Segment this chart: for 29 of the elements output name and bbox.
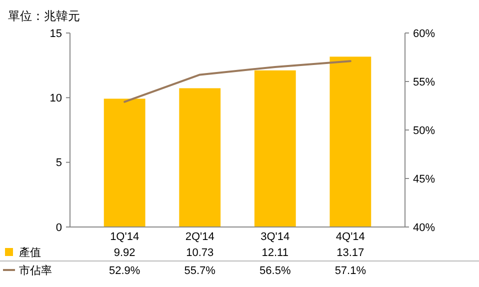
y2-tick-label: 40%: [413, 222, 436, 234]
y-tick-label: 5: [56, 157, 62, 170]
data-label: 12.11: [262, 246, 288, 259]
legend-label: 產值: [19, 246, 41, 259]
x-tick-label: 1Q'14: [110, 231, 140, 243]
chart-title: 單位：兆韓元: [8, 9, 80, 23]
bar: [254, 70, 296, 227]
y-tick-label: 0: [56, 222, 62, 234]
x-tick-label: 4Q'14: [336, 231, 365, 243]
y2-tick-label: 55%: [413, 76, 436, 88]
data-label: 9.92: [114, 246, 136, 259]
y2-tick-label: 60%: [413, 28, 436, 40]
data-label: 13.17: [336, 246, 364, 259]
data-label: 10.73: [186, 246, 214, 259]
data-label: 57.1%: [334, 264, 366, 277]
data-label: 56.5%: [260, 264, 291, 277]
y-tick-label: 10: [50, 92, 62, 105]
data-label: 55.7%: [184, 264, 216, 277]
legend-label: 市佔率: [19, 264, 52, 277]
y2-tick-label: 50%: [413, 124, 436, 137]
y-tick-label: 15: [50, 28, 62, 40]
bar: [179, 88, 221, 227]
x-tick-label: 3Q'14: [260, 231, 290, 243]
y2-tick-label: 45%: [413, 173, 436, 186]
bar: [330, 56, 372, 227]
bar: [104, 98, 146, 227]
line-series: [124, 60, 352, 103]
data-label: 52.9%: [108, 264, 140, 277]
x-tick-label: 2Q'14: [185, 231, 214, 243]
